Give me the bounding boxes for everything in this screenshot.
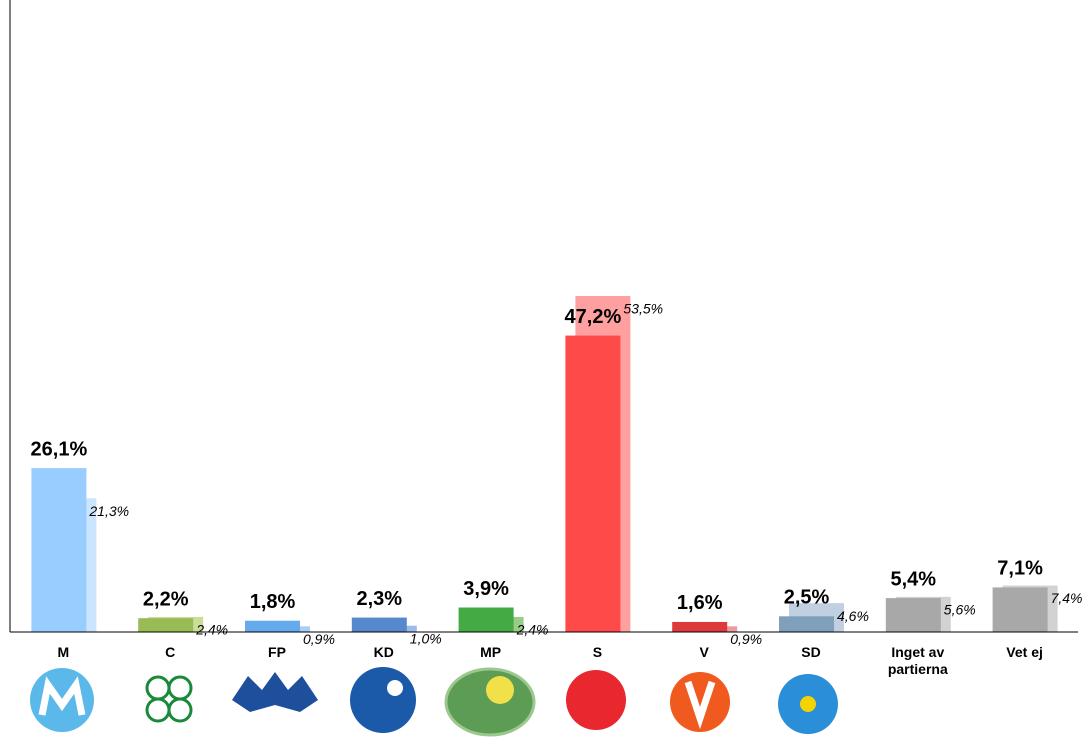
x-tick-label: V xyxy=(699,644,709,660)
previous-value-label: 7,4% xyxy=(1051,590,1083,606)
previous-value-label: 4,6% xyxy=(837,608,869,624)
current-value-label: 1,8% xyxy=(250,591,296,613)
x-tick-label: C xyxy=(165,644,176,660)
x-tick-label: M xyxy=(57,644,70,660)
current-bar xyxy=(138,618,194,632)
current-value-label: 5,4% xyxy=(891,568,937,590)
logo-sd-center xyxy=(800,696,816,712)
current-value-label: 26,1% xyxy=(31,438,88,460)
logo-kd-flower xyxy=(387,680,403,696)
x-tick-label: S xyxy=(592,644,603,660)
current-value-label: 2,2% xyxy=(143,588,189,610)
x-tick-label: Vet ej xyxy=(1006,644,1043,660)
current-value-label: 47,2% xyxy=(565,306,622,328)
previous-value-label: 21,3% xyxy=(88,503,129,519)
logo-mp xyxy=(444,667,536,737)
previous-value-label: 5,6% xyxy=(944,602,976,618)
current-bar xyxy=(565,335,621,632)
x-tick-label: MP xyxy=(480,644,502,660)
current-bar xyxy=(992,587,1048,632)
logos xyxy=(30,667,838,737)
x-tick-label: Inget av partierna xyxy=(887,644,948,677)
logo-m-mark xyxy=(38,676,86,716)
current-bar xyxy=(458,607,514,632)
logo-kd xyxy=(350,667,416,733)
current-bar xyxy=(351,617,407,632)
logo-mp-flower xyxy=(486,676,514,704)
previous-value-label: 0,9% xyxy=(730,631,762,647)
previous-value-label: 2,4% xyxy=(195,622,228,638)
logo-v-mark xyxy=(684,680,716,730)
x-tick-label: KD xyxy=(373,644,394,660)
logo-v xyxy=(670,672,730,732)
logo-s xyxy=(566,670,626,730)
current-value-label: 2,5% xyxy=(784,587,830,609)
bars: 21,3% 26,1% 2,4% 2,2% 0,9% 1,8% 1,0% 2,3% 2,4% 3,… xyxy=(31,296,1083,647)
previous-value-label: 53,5% xyxy=(623,301,663,317)
x-tick-label: SD xyxy=(801,644,821,660)
current-value-label: 2,3% xyxy=(357,588,403,610)
logo-c xyxy=(145,675,193,723)
current-bar xyxy=(31,468,87,632)
current-value-label: 3,9% xyxy=(463,578,509,600)
current-value-label: 1,6% xyxy=(677,592,723,614)
previous-value-label: 2,4% xyxy=(516,622,549,638)
current-bar xyxy=(245,620,300,632)
current-bar xyxy=(672,621,728,632)
current-bar xyxy=(779,616,834,632)
x-tick-label: FP xyxy=(268,644,286,660)
current-value-label: 7,1% xyxy=(997,558,1043,580)
previous-value-label: 0,9% xyxy=(303,631,335,647)
current-bar xyxy=(885,598,941,632)
logo-fp xyxy=(232,672,318,712)
previous-value-label: 1,0% xyxy=(410,630,442,646)
